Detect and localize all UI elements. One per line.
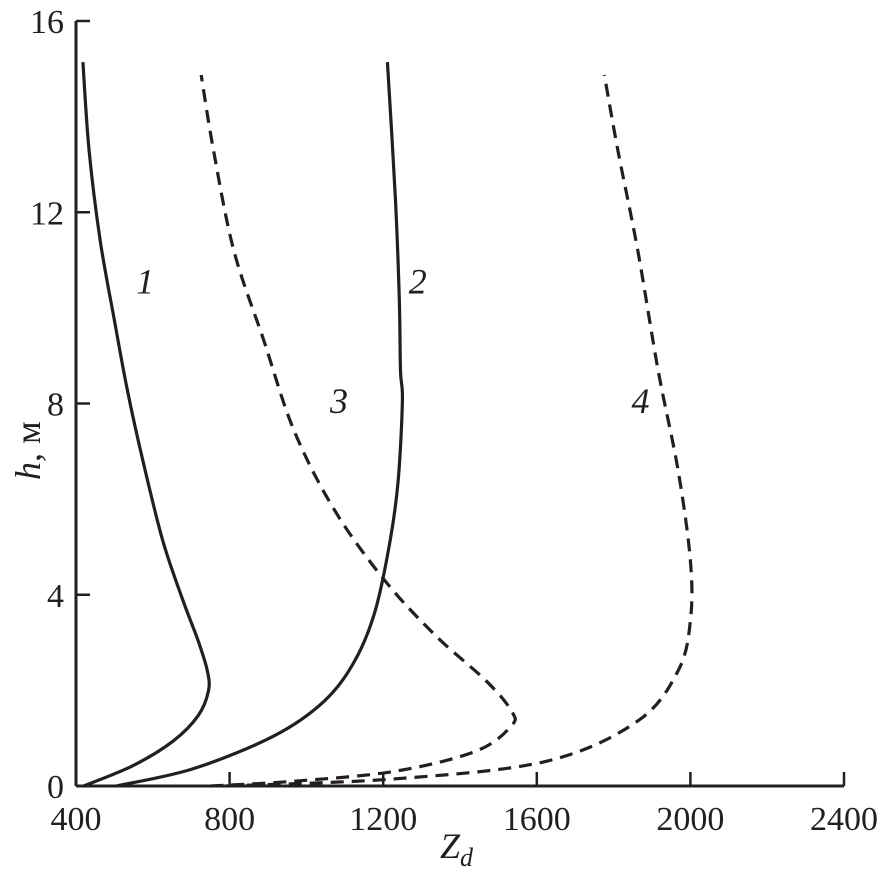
x-axis-label-subscript: d [460, 843, 474, 870]
series-line-3 [199, 74, 517, 788]
x-tick-label: 800 [204, 801, 255, 838]
x-tick-label: 1600 [503, 801, 571, 838]
y-tick-label: 0 [47, 769, 64, 806]
x-axis-label: Zd [440, 826, 474, 870]
series-label-2: 2 [409, 262, 427, 302]
series-line-4 [225, 74, 694, 788]
series-label-4: 4 [631, 381, 649, 421]
x-tick-label: 2400 [810, 801, 878, 838]
y-tick-label: 8 [47, 387, 64, 424]
x-tick-label: 2000 [656, 801, 724, 838]
series-line-2 [115, 62, 405, 788]
y-tick-label: 4 [47, 578, 64, 615]
series-label-3: 3 [329, 381, 348, 421]
y-axis-label: h, м [8, 421, 48, 480]
series-line-1 [81, 62, 211, 788]
series-group: 1 2 3 4 [81, 62, 694, 788]
y-tick-label: 12 [30, 195, 64, 232]
x-tick-label: 400 [51, 801, 102, 838]
x-tick-label: 1200 [349, 801, 417, 838]
y-tick-label: 16 [30, 4, 64, 41]
y-axis-unit: , м [8, 421, 48, 462]
series-label-1: 1 [136, 262, 154, 302]
